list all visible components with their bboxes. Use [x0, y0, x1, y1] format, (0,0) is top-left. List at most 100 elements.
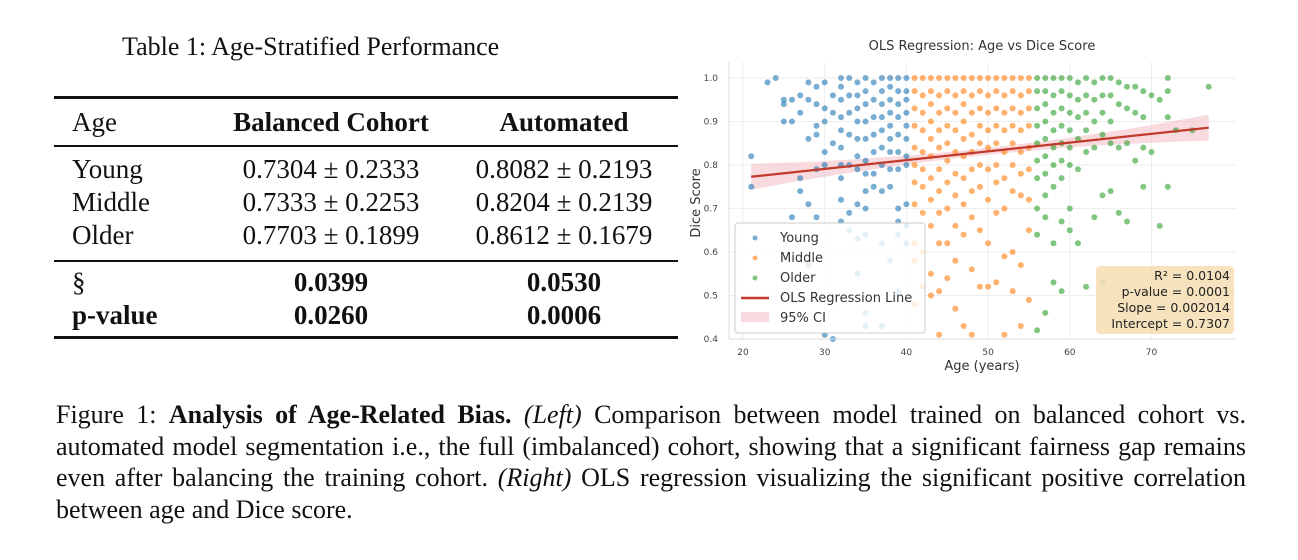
data-point-young: [903, 122, 910, 129]
axes: [728, 62, 1236, 340]
data-point-middle: [968, 331, 975, 338]
data-point-older: [1042, 101, 1049, 108]
data-point-older: [1091, 96, 1098, 103]
data-point-older: [1050, 127, 1057, 134]
data-point-middle: [976, 88, 983, 95]
data-point-middle: [1017, 323, 1024, 329]
data-point-young: [838, 75, 844, 81]
data-point-young: [846, 109, 853, 116]
data-point-older: [1058, 105, 1065, 112]
data-point-middle: [919, 209, 926, 216]
data-point-older: [1124, 105, 1130, 112]
data-point-older: [1107, 140, 1114, 147]
data-point-young: [878, 144, 885, 151]
data-point-young: [838, 127, 844, 134]
data-point-older: [1075, 135, 1081, 142]
data-point-middle: [985, 127, 992, 134]
y-tick-label: 0.8: [704, 161, 719, 171]
data-point-older: [1205, 83, 1212, 90]
data-point-older: [1034, 75, 1041, 81]
data-point-middle: [944, 88, 951, 95]
data-point-young: [821, 79, 828, 86]
cell-automated: 0.8612 ± 0.1679: [475, 220, 653, 250]
data-point-older: [1083, 127, 1090, 134]
table-caption: Table 1: Age-Stratified Performance: [122, 32, 500, 61]
data-point-middle: [960, 175, 967, 182]
data-point-young: [838, 96, 844, 103]
data-point-older: [1075, 96, 1081, 103]
data-point-middle: [919, 109, 926, 116]
data-point-young: [854, 201, 861, 208]
data-point-older: [1099, 75, 1106, 81]
data-point-young: [780, 96, 787, 103]
data-point-young: [797, 92, 804, 99]
data-point-middle: [1001, 331, 1008, 338]
data-point-older: [1050, 183, 1057, 190]
data-point-young: [887, 149, 894, 155]
data-point-young: [895, 88, 902, 95]
data-point-middle: [960, 101, 967, 108]
data-point-young: [870, 183, 877, 190]
y-tick-label: 1.0: [704, 74, 719, 84]
data-point-middle: [1017, 92, 1024, 99]
stat-slope: Slope = 0.002014: [1117, 300, 1230, 315]
data-point-young: [862, 75, 869, 81]
row-label: Older: [72, 220, 134, 250]
data-point-middle: [919, 92, 926, 99]
data-point-young: [805, 135, 812, 142]
data-point-middle: [936, 109, 943, 116]
row-label-pvalue: p-value: [72, 300, 158, 330]
data-point-older: [1034, 231, 1041, 238]
data-point-middle: [919, 183, 926, 190]
y-tick-label: 0.6: [704, 248, 719, 258]
data-point-middle: [911, 179, 918, 186]
data-point-middle: [993, 105, 1000, 112]
data-point-young: [854, 166, 861, 173]
data-point-middle: [1001, 109, 1008, 116]
data-point-older: [1083, 283, 1090, 290]
data-point-young: [878, 75, 885, 81]
legend-label-ols-line: OLS Regression Line: [780, 291, 912, 306]
data-point-middle: [927, 292, 934, 299]
cell-balanced: 0.7333 ± 0.2253: [242, 187, 420, 217]
data-point-middle: [952, 222, 959, 229]
data-point-older: [1034, 88, 1041, 95]
data-point-older: [1107, 118, 1114, 125]
data-point-middle: [952, 192, 959, 199]
data-point-older: [1115, 144, 1122, 151]
data-point-middle: [976, 122, 983, 129]
data-point-middle: [952, 75, 959, 81]
data-point-middle: [919, 127, 926, 134]
data-point-middle: [1001, 92, 1008, 99]
data-point-middle: [927, 135, 934, 142]
legend-label-young: Young: [779, 231, 819, 246]
data-point-middle: [993, 209, 1000, 216]
data-point-young: [813, 83, 820, 90]
data-point-middle: [944, 105, 951, 112]
data-point-older: [1148, 149, 1155, 155]
x-tick-label: 30: [819, 348, 831, 358]
data-point-young: [854, 153, 861, 160]
y-tick-label: 0.7: [704, 205, 718, 215]
data-point-middle: [944, 122, 951, 129]
data-point-older: [1066, 227, 1073, 234]
table-header-row: Age Balanced Cohort Automated: [54, 99, 678, 145]
data-point-middle: [936, 127, 943, 134]
data-point-young: [797, 109, 804, 116]
data-point-young: [772, 75, 779, 81]
data-point-middle: [952, 92, 959, 99]
data-point-young: [878, 188, 885, 195]
data-point-middle: [976, 283, 983, 290]
data-point-middle: [936, 75, 943, 81]
data-point-middle: [944, 140, 951, 147]
x-axis-label: Age (years): [944, 359, 1019, 374]
data-point-older: [1042, 118, 1049, 125]
data-point-middle: [976, 75, 983, 81]
data-point-middle: [960, 75, 967, 81]
data-point-young: [821, 105, 828, 112]
data-point-young: [862, 118, 869, 125]
data-point-young: [903, 162, 910, 168]
data-point-middle: [976, 183, 983, 190]
data-point-middle: [1001, 127, 1008, 134]
data-point-middle: [985, 240, 992, 247]
